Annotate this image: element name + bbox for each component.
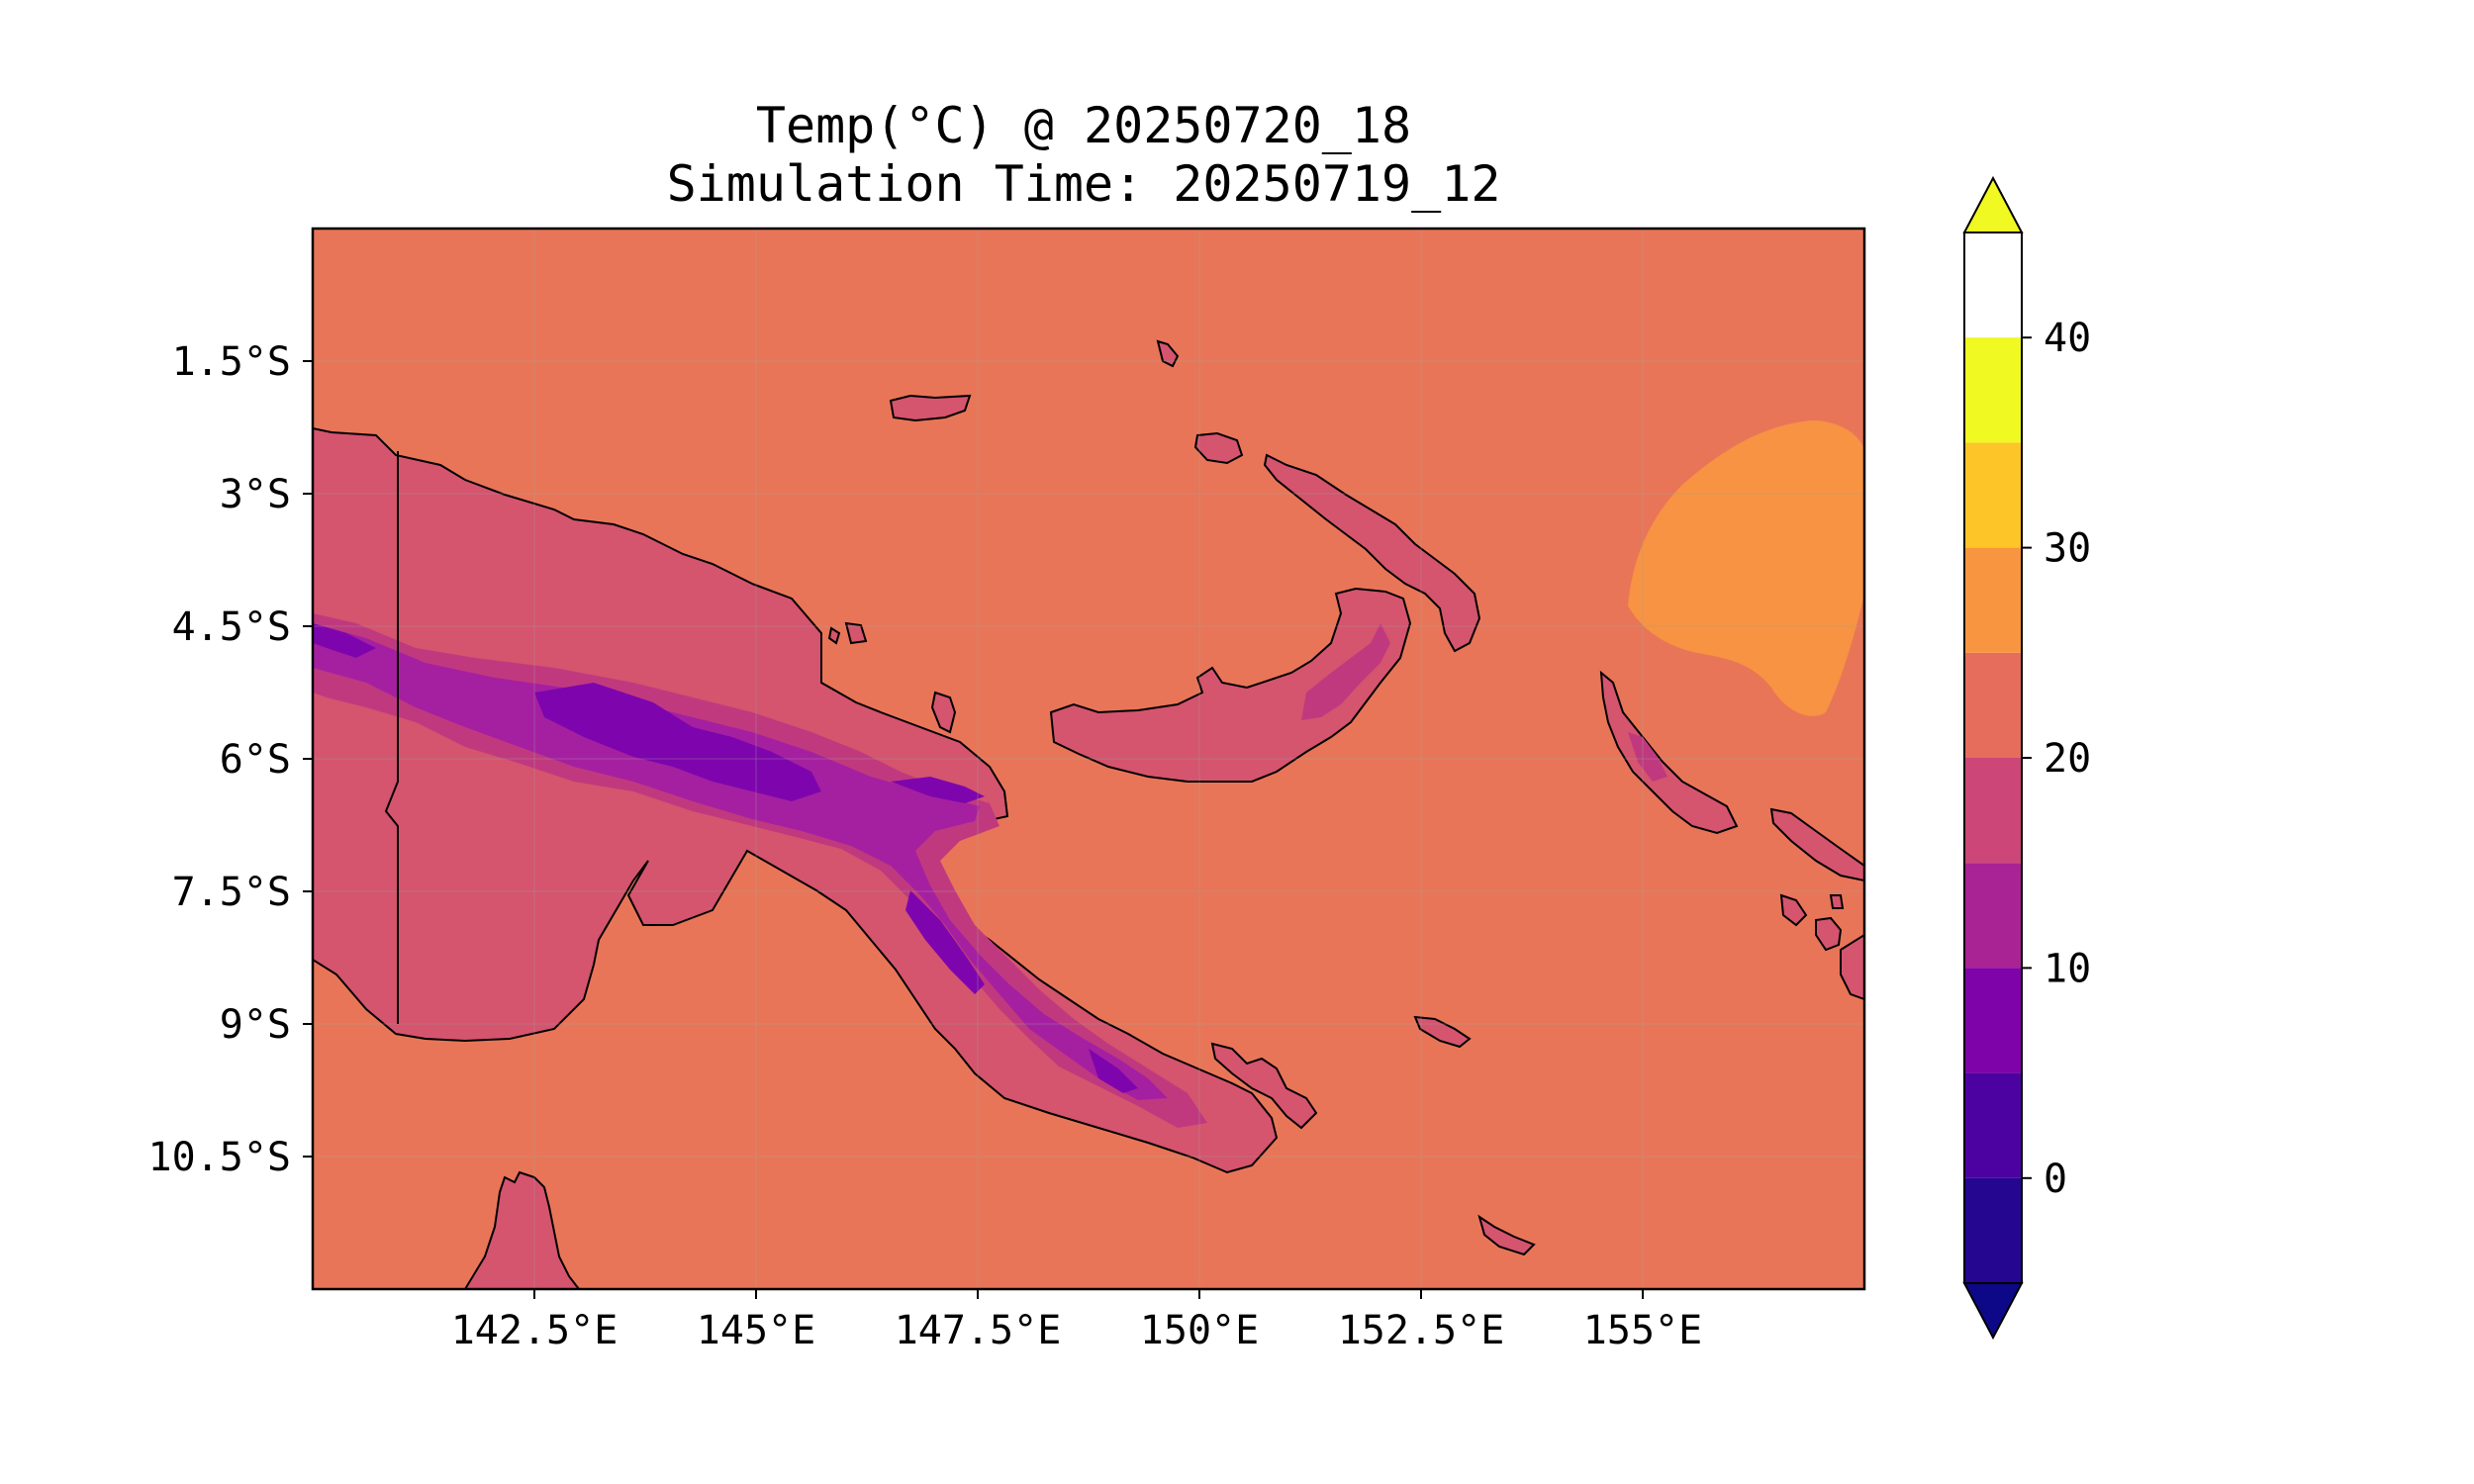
island-small-4: [1413, 1015, 1472, 1049]
colorbar-tick-label: 30: [2044, 526, 2091, 572]
colorbar-segment: [1964, 547, 2022, 653]
island-small-5: [1477, 1214, 1536, 1256]
island-choiseul: [1769, 807, 1864, 882]
colorbar-tick-label: 0: [2044, 1157, 2067, 1202]
chart-title: Temp(°C) @ 20250720_18: [755, 97, 1412, 154]
colorbar-segment: [1964, 758, 2022, 864]
island-small-7: [827, 621, 868, 645]
longitude-axis: 142.5°E 145°E 147.5°E 150°E 152.5°E 155°E: [451, 1289, 1702, 1353]
island-small-1: [1193, 431, 1244, 465]
highland-band-15c: [313, 623, 1168, 1100]
island-new-ireland: [1263, 453, 1481, 653]
colorbar-segment: [1964, 968, 2022, 1073]
colorbar: 0 10 20 30 40: [1962, 175, 2091, 1341]
gridlines: [313, 229, 1864, 1289]
lon-tick-label: 155°E: [1583, 1308, 1702, 1353]
lat-tick-label: 7.5°S: [172, 870, 291, 915]
lat-tick-label: 6°S: [220, 737, 291, 783]
island-bougainville: [1599, 670, 1739, 835]
lat-tick-label: 4.5°S: [172, 604, 291, 650]
colorbar-segment: [1964, 1177, 2022, 1283]
island-small-3: [1210, 1042, 1318, 1130]
lat-tick-label: 9°S: [220, 1002, 291, 1048]
island-small-2: [930, 691, 957, 734]
colorbar-extend-high: [1962, 175, 2024, 233]
lon-tick-label: 145°E: [697, 1308, 815, 1353]
colorbar-segment: [1964, 337, 2022, 443]
lat-tick-label: 3°S: [220, 472, 291, 517]
colorbar-tick-label: 40: [2044, 316, 2091, 361]
lon-tick-label: 150°E: [1140, 1308, 1259, 1353]
latitude-axis: 1.5°S 3°S 4.5°S 6°S 7.5°S 9°S 10.5°S: [148, 339, 313, 1180]
lon-tick-label: 142.5°E: [451, 1308, 618, 1353]
island-santa-isabel: [1779, 893, 1864, 1001]
colorbar-segment: [1964, 1072, 2022, 1178]
colorbar-tick-label: 20: [2044, 736, 2091, 782]
colorbar-extend-low: [1962, 1282, 2024, 1341]
lon-tick-label: 152.5°E: [1338, 1308, 1505, 1353]
lat-tick-label: 10.5°S: [148, 1135, 292, 1180]
chart-subtitle: Simulation Time: 20250719_12: [666, 155, 1501, 213]
bougainville-interior: [1628, 732, 1667, 782]
colorbar-tick-label: 10: [2044, 946, 2091, 991]
warm-region-30c: [1628, 420, 1864, 716]
lon-tick-label: 147.5°E: [895, 1308, 1062, 1353]
lat-tick-label: 1.5°S: [172, 339, 291, 385]
landmass-cape-york: [463, 1170, 581, 1289]
international-border: [384, 451, 399, 1024]
island-small-6: [1156, 339, 1845, 909]
colorbar-segment: [1964, 442, 2022, 548]
new-britain-interior: [1301, 623, 1390, 720]
colorbar-segment: [1964, 863, 2022, 969]
colorbar-segment: [1964, 652, 2022, 758]
island-new-britain: [1049, 587, 1412, 783]
island-manus: [889, 394, 972, 422]
